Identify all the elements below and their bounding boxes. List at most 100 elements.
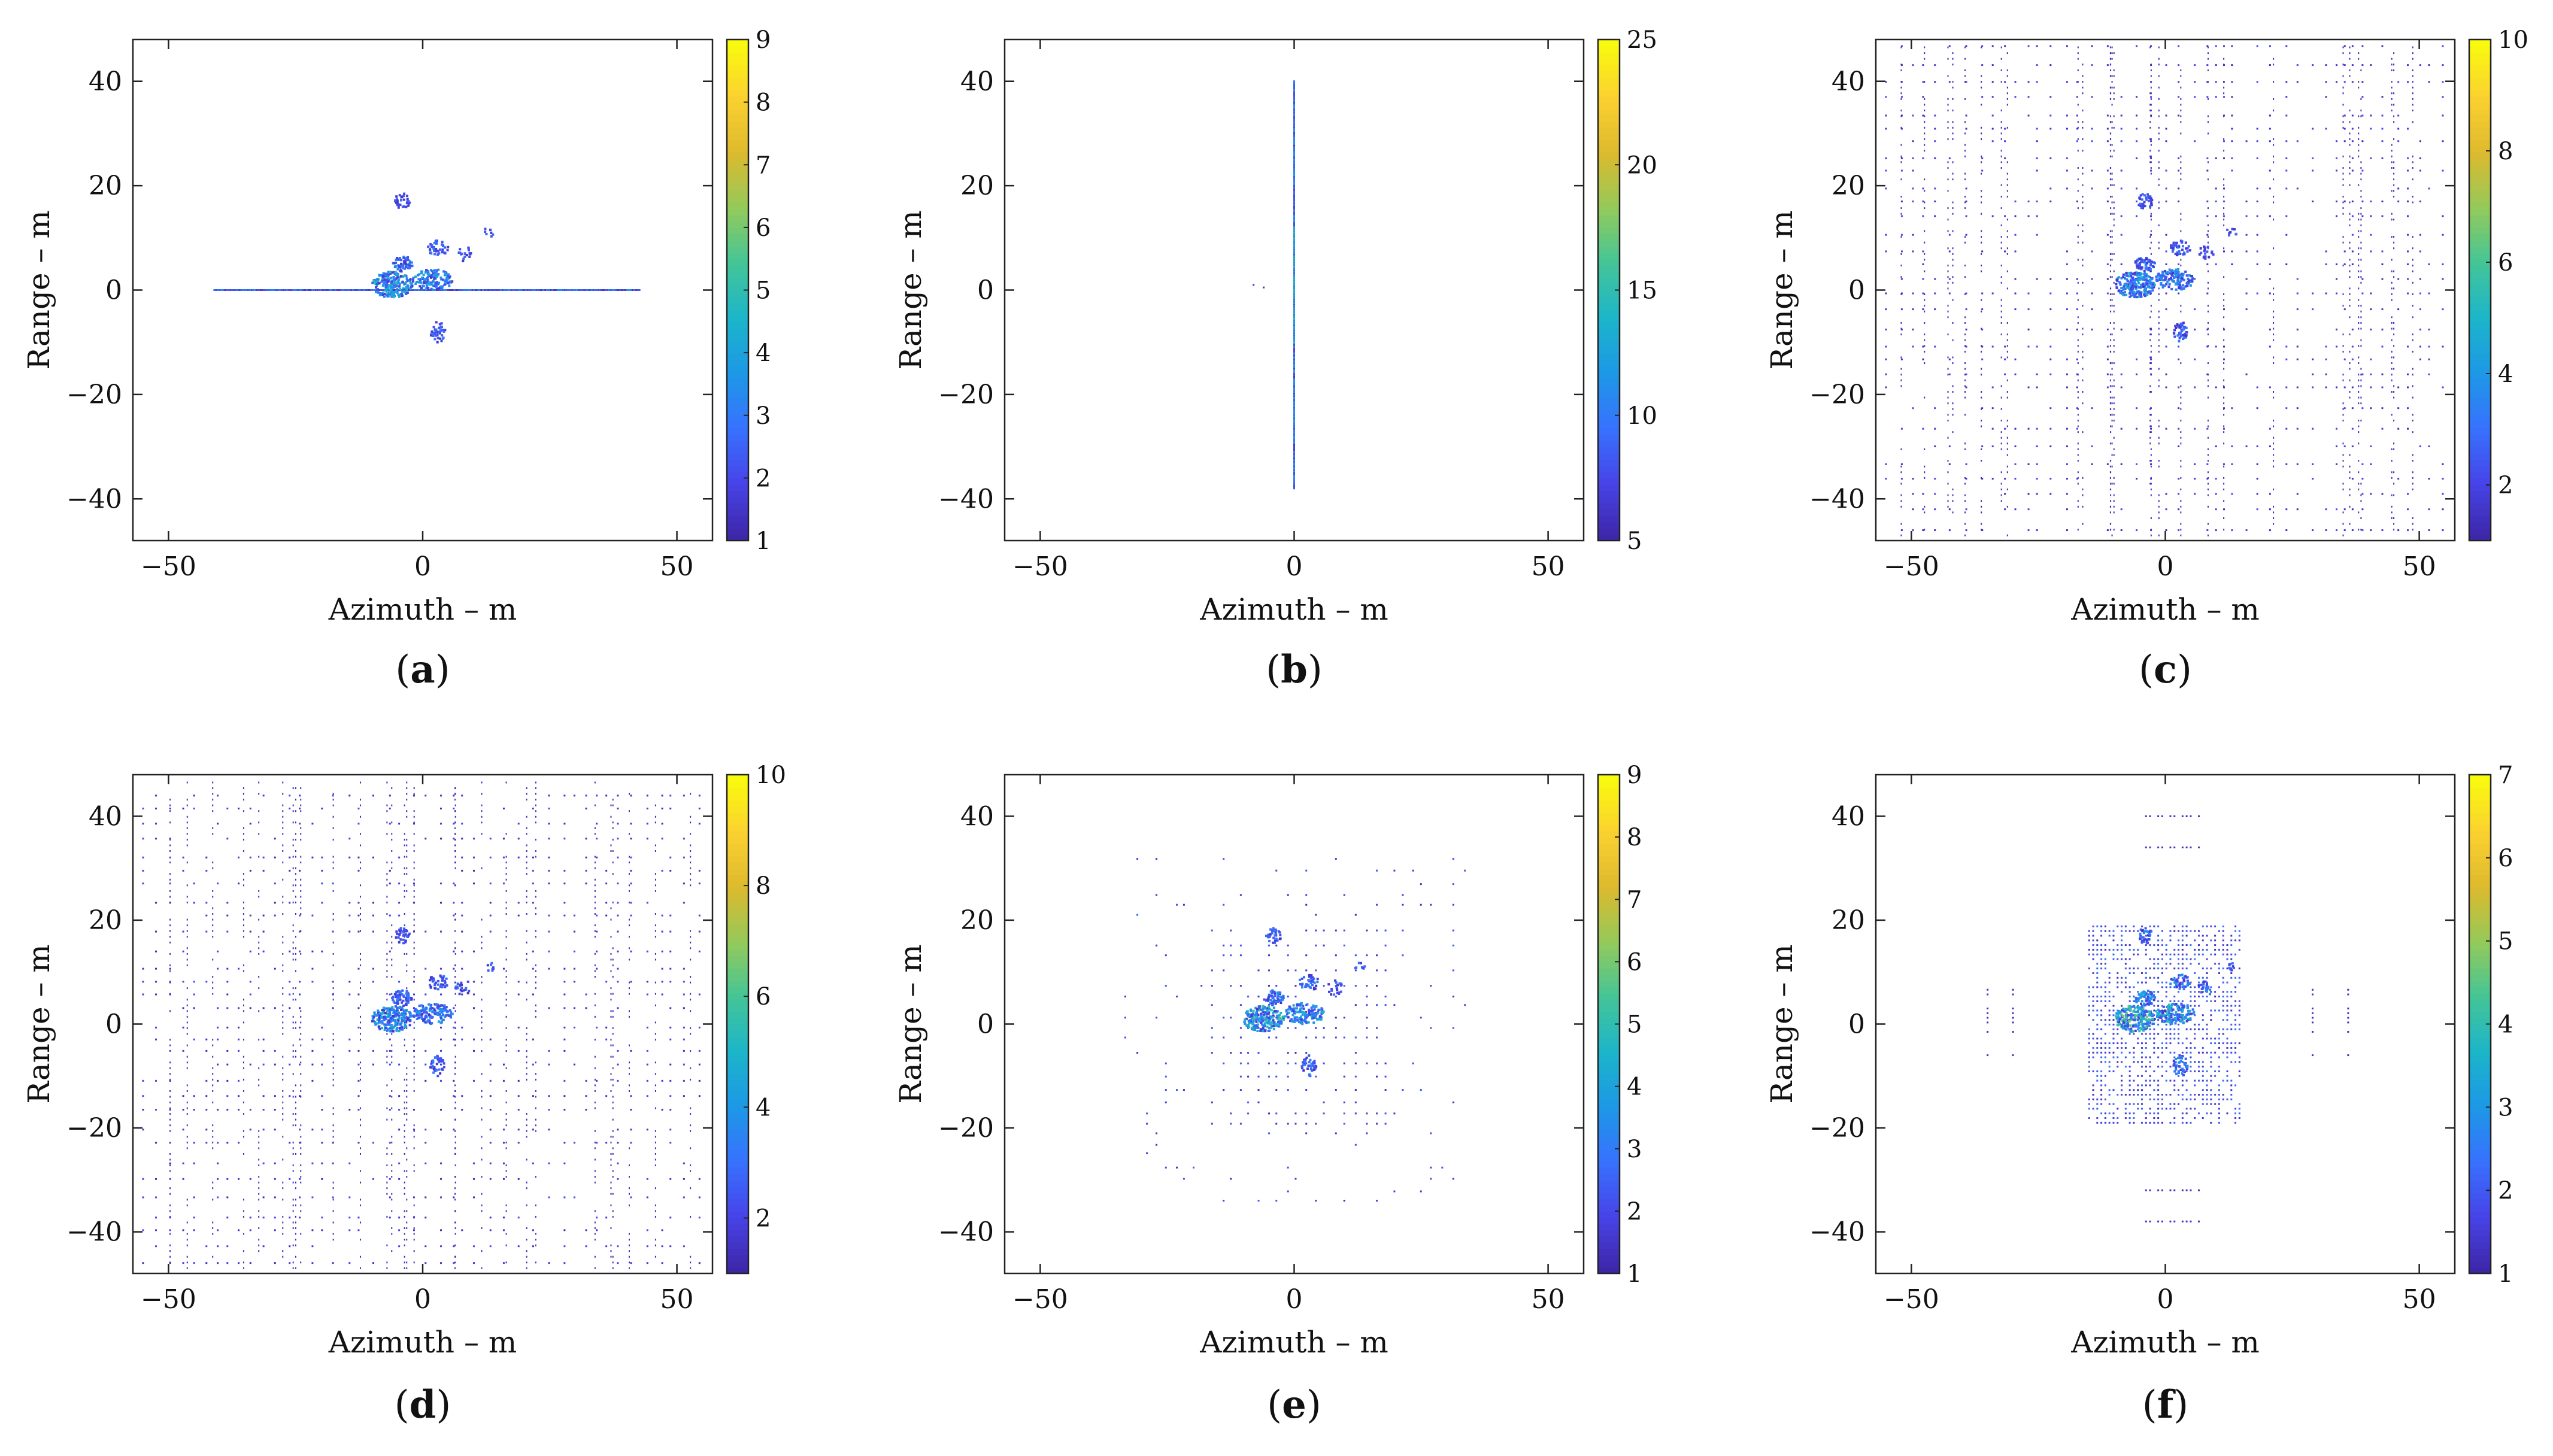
data-point [2165, 292, 2167, 295]
data-point [1293, 162, 1295, 165]
data-point [376, 288, 379, 291]
data-point [2134, 283, 2137, 286]
data-point [1293, 149, 1295, 151]
data-point [398, 914, 401, 917]
data-point [142, 1095, 144, 1097]
data-point [439, 1129, 442, 1131]
data-point [669, 1038, 672, 1041]
data-point [698, 914, 701, 917]
caption-open-paren: ( [1266, 648, 1281, 692]
data-point [1885, 328, 1887, 330]
data-point [1293, 443, 1295, 445]
y-tick-label: 0 [1848, 275, 1865, 306]
caption-close-paren: ) [2177, 648, 2192, 692]
data-point [2358, 276, 2360, 278]
data-point [2111, 425, 2113, 427]
data-point [2178, 64, 2180, 66]
data-point [169, 1073, 171, 1075]
data-point [514, 289, 516, 291]
data-point [369, 289, 372, 291]
data-point [2194, 427, 2196, 430]
data-point [578, 289, 580, 291]
data-point [2082, 63, 2084, 66]
data-point [1900, 358, 1903, 360]
data-point [2391, 460, 2393, 462]
data-point [461, 794, 463, 797]
data-point [411, 289, 413, 291]
data-point [646, 993, 648, 996]
data-point [417, 274, 420, 277]
data-point [1293, 95, 1295, 97]
data-point [576, 289, 578, 291]
data-point [386, 286, 389, 289]
data-point [2207, 230, 2209, 232]
data-point [399, 204, 402, 207]
data-point [2194, 463, 2196, 465]
data-point [1293, 292, 1295, 294]
data-point [2158, 166, 2160, 169]
data-point [169, 810, 171, 812]
data-point [2358, 431, 2360, 433]
data-point [2164, 272, 2167, 275]
data-point [1912, 478, 1914, 480]
data-point [2222, 427, 2225, 430]
data-point [617, 289, 619, 291]
data-point [2133, 281, 2136, 284]
data-point [1293, 228, 1295, 230]
data-point [2207, 454, 2209, 456]
data-point [2000, 224, 2002, 226]
data-point [2027, 493, 2030, 495]
data-point [2397, 386, 2400, 389]
data-point [2006, 247, 2008, 250]
data-point [1912, 233, 1914, 236]
data-point [2349, 523, 2351, 525]
colorbar-segment [1598, 114, 1620, 122]
data-point [398, 1095, 401, 1097]
data-point [1293, 387, 1295, 389]
data-point [299, 1038, 301, 1041]
data-point [2149, 195, 2152, 198]
data-point [2091, 187, 2093, 190]
data-point [1900, 63, 1902, 66]
data-point [2077, 339, 2079, 341]
data-point [2223, 293, 2225, 295]
data-point [375, 291, 378, 294]
data-point [2223, 115, 2225, 117]
data-point [2223, 517, 2225, 520]
colorbar-segment [727, 365, 748, 372]
data-point [1965, 215, 1967, 217]
data-point [1293, 208, 1295, 210]
data-point [2113, 184, 2115, 186]
data-point [2349, 172, 2351, 175]
data-point [250, 289, 253, 291]
data-point [1924, 138, 1926, 141]
data-point [2273, 178, 2275, 181]
data-point [2285, 407, 2288, 410]
data-point [605, 1026, 608, 1029]
data-point [2136, 45, 2138, 47]
data-point [1293, 257, 1295, 260]
data-point [2207, 523, 2209, 525]
data-point [2110, 339, 2112, 341]
data-point [2370, 128, 2372, 130]
colorbar-segment [2469, 127, 2491, 134]
data-point [217, 1026, 219, 1029]
data-point [2077, 224, 2079, 226]
data-point [2049, 96, 2052, 98]
data-point [2207, 57, 2209, 60]
data-point [2231, 157, 2233, 159]
y-axis-label: Range – m [22, 210, 56, 370]
data-point [169, 838, 171, 840]
data-point [299, 808, 301, 810]
data-point [614, 289, 616, 291]
data-point [2186, 250, 2189, 253]
data-point [1964, 57, 1966, 60]
data-point [429, 276, 432, 279]
data-point [2077, 121, 2079, 123]
data-point [205, 902, 208, 904]
data-point [2173, 335, 2176, 338]
data-point [439, 794, 442, 797]
data-point [321, 1229, 323, 1231]
data-point [1293, 484, 1295, 487]
